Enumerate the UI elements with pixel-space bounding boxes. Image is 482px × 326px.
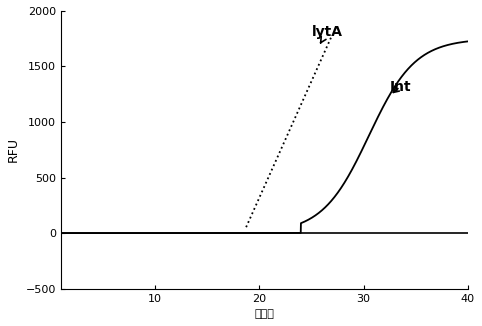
- X-axis label: 循环数: 循环数: [254, 309, 274, 319]
- Text: lytA: lytA: [311, 25, 343, 43]
- Text: Int: Int: [389, 80, 411, 94]
- Y-axis label: RFU: RFU: [7, 137, 20, 162]
